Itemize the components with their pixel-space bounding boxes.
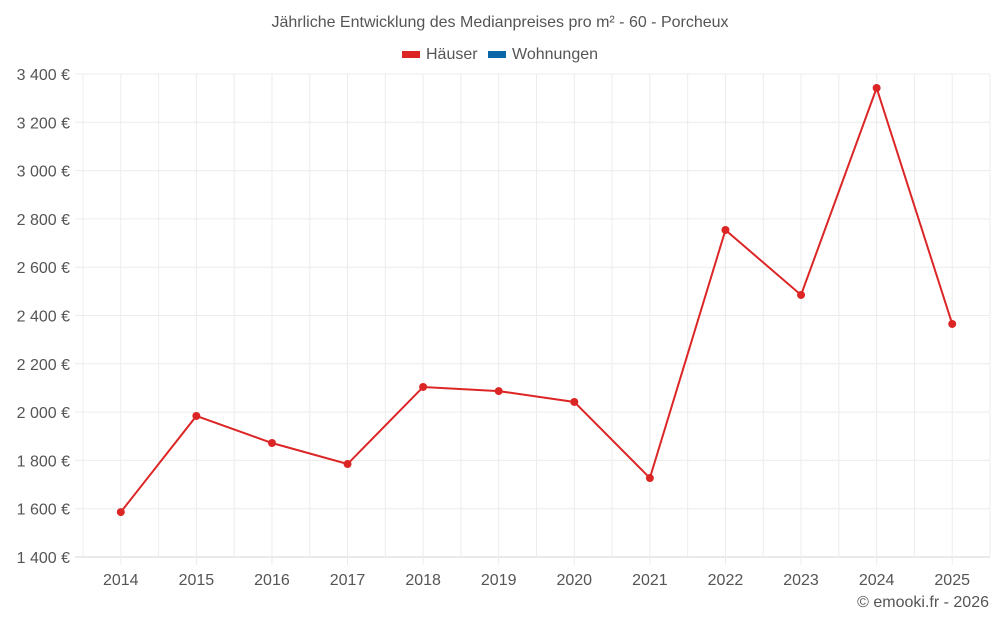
data-point[interactable] — [948, 319, 957, 328]
legend-swatch-haeuser — [401, 51, 420, 58]
copyright-credit: © emooki.fr - 2026 — [857, 594, 989, 611]
y-tick-label: 1 800 € — [17, 453, 70, 470]
legend-swatch-wohnungen — [488, 51, 507, 58]
y-tick-label: 2 000 € — [17, 405, 70, 422]
legend-label-wohnungen: Wohnungen — [512, 45, 599, 63]
x-tick-label: 2018 — [405, 572, 441, 589]
data-point[interactable] — [872, 84, 881, 93]
legend-label-haeuser: Häuser — [425, 45, 478, 63]
x-tick-label: 2017 — [330, 572, 366, 589]
x-tick-label: 2023 — [783, 572, 819, 589]
y-tick-label: 2 200 € — [17, 357, 70, 374]
data-point[interactable] — [721, 226, 730, 235]
series-line — [120, 84, 954, 513]
y-tick-label: 3 200 € — [17, 115, 70, 132]
data-point[interactable] — [116, 508, 125, 517]
y-tick-label: 3 400 € — [17, 67, 70, 84]
x-tick-label: 2014 — [103, 572, 139, 589]
chart-legend: Häuser Wohnungen — [0, 45, 1000, 64]
legend-item-wohnungen[interactable]: Wohnungen — [488, 46, 598, 64]
y-tick-label: 2 400 € — [17, 309, 70, 326]
y-tick-label: 2 600 € — [17, 260, 70, 277]
data-point[interactable] — [570, 397, 579, 406]
chart-title: Jährliche Entwicklung des Medianpreises … — [271, 14, 729, 31]
data-point[interactable] — [419, 382, 428, 391]
data-point[interactable] — [343, 460, 352, 469]
x-tick-label: 2015 — [179, 572, 215, 589]
x-tick-label: 2019 — [481, 572, 517, 589]
data-point[interactable] — [192, 411, 201, 420]
data-point[interactable] — [494, 387, 503, 396]
legend-item-haeuser[interactable]: Häuser — [401, 45, 478, 64]
data-point[interactable] — [645, 474, 654, 483]
x-tick-label: 2020 — [556, 572, 592, 589]
x-tick-label: 2021 — [632, 572, 668, 589]
y-tick-label: 1 600 € — [17, 502, 70, 519]
y-tick-label: 1 400 € — [17, 550, 70, 567]
data-point[interactable] — [267, 439, 276, 448]
x-tick-label: 2025 — [934, 572, 970, 589]
x-tick-label: 2022 — [708, 572, 744, 589]
y-tick-label: 3 000 € — [17, 164, 70, 181]
data-point[interactable] — [797, 290, 806, 299]
x-tick-label: 2016 — [254, 572, 290, 589]
y-tick-label: 2 800 € — [17, 212, 70, 229]
x-tick-label: 2024 — [859, 572, 895, 589]
